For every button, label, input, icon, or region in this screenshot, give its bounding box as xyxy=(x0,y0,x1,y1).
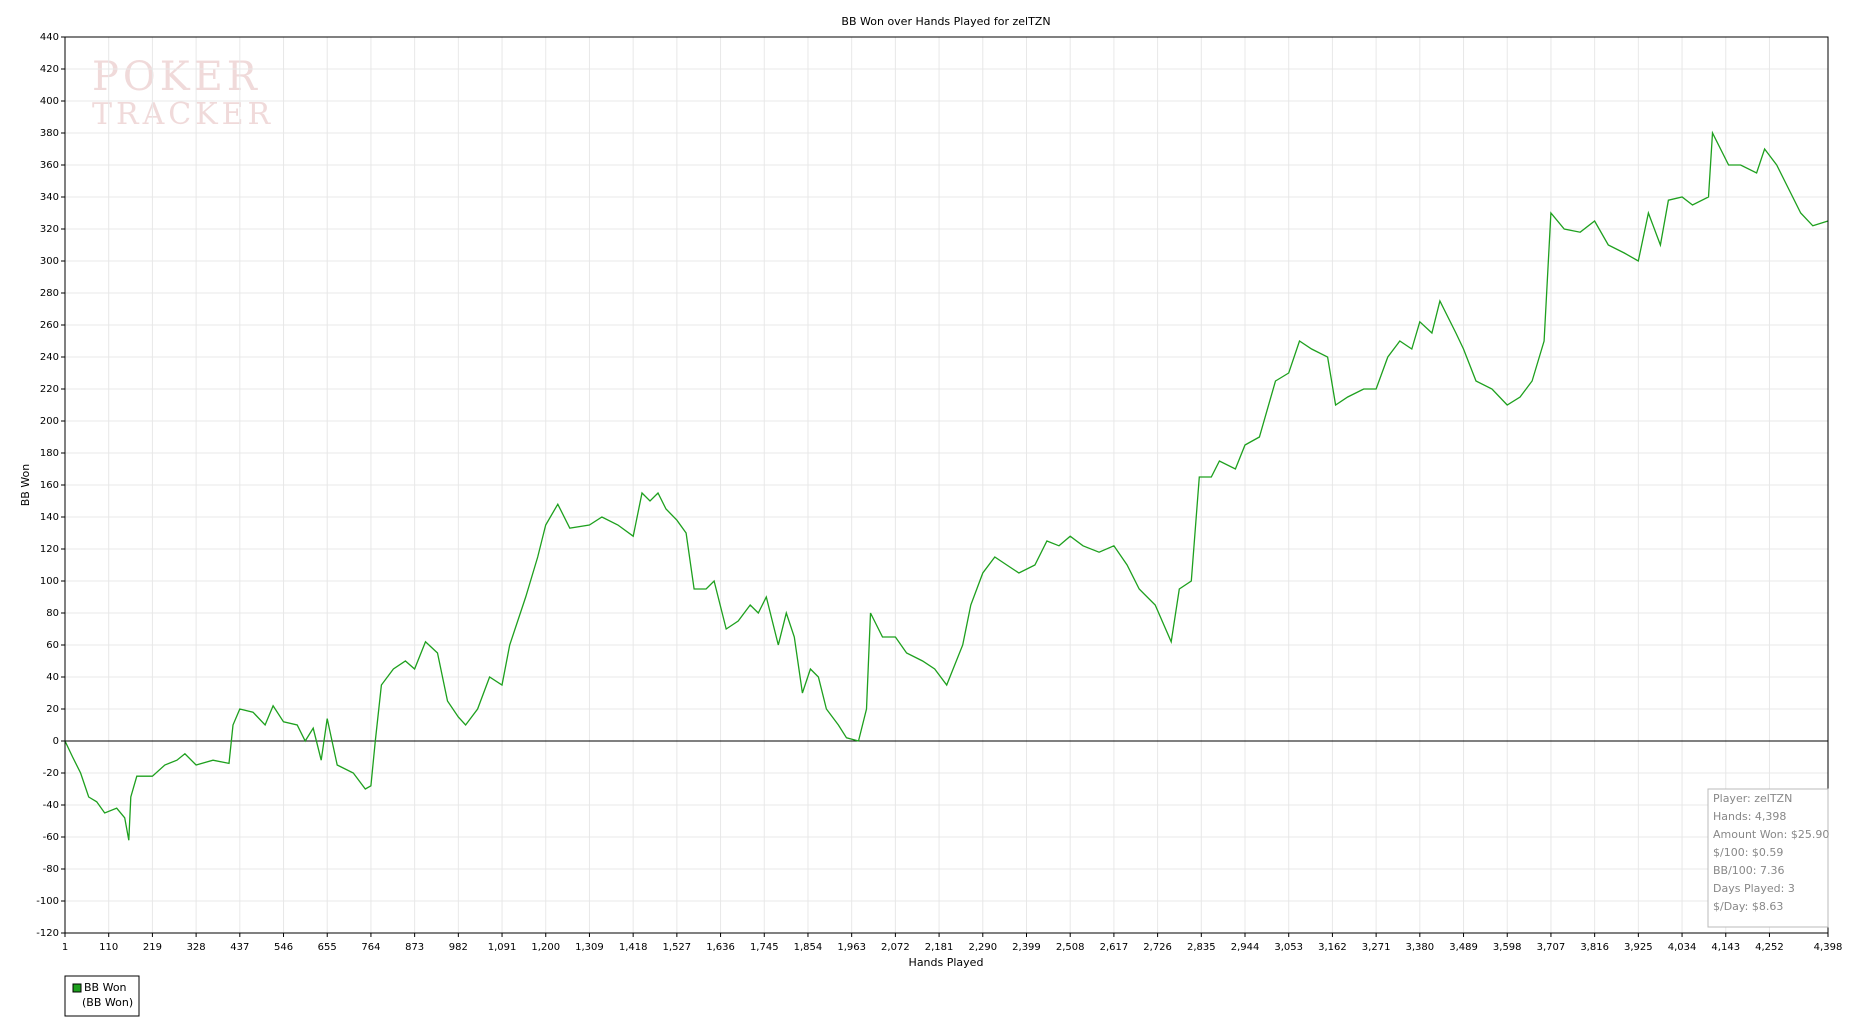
x-tick-label: 1,091 xyxy=(488,942,517,953)
x-tick-label: 2,944 xyxy=(1231,942,1260,953)
x-tick-label: 873 xyxy=(405,942,424,953)
legend-box xyxy=(64,975,140,1017)
info-line: $/100: $0.59 xyxy=(1713,846,1783,859)
x-tick-label: 1,527 xyxy=(663,942,692,953)
x-tick-label: 1,745 xyxy=(750,942,779,953)
y-tick-label: -80 xyxy=(43,864,59,875)
y-axis-label: BB Won xyxy=(19,464,32,507)
y-tick-label: -20 xyxy=(43,768,59,779)
chart-title: BB Won over Hands Played for zelTZN xyxy=(841,15,1050,28)
info-line: BB/100: 7.36 xyxy=(1713,864,1785,877)
x-tick-label: 2,399 xyxy=(1012,942,1041,953)
x-axis-label: Hands Played xyxy=(909,956,984,969)
info-line: Days Played: 3 xyxy=(1713,882,1795,895)
y-tick-label: 300 xyxy=(40,256,59,267)
watermark: POKER xyxy=(92,54,261,100)
y-tick-label: 120 xyxy=(40,544,59,555)
y-tick-label: 220 xyxy=(40,384,59,395)
y-tick-label: -100 xyxy=(36,896,59,907)
x-tick-label: 3,489 xyxy=(1449,942,1478,953)
legend-label: BB Won xyxy=(84,981,127,994)
x-tick-label: 1,963 xyxy=(837,942,866,953)
y-tick-label: -60 xyxy=(43,832,59,843)
x-tick-label: 2,835 xyxy=(1187,942,1216,953)
legend-swatch xyxy=(72,983,82,993)
x-tick-label: 4,398 xyxy=(1814,942,1843,953)
y-tick-label: 140 xyxy=(40,512,59,523)
y-tick-label: 400 xyxy=(40,96,59,107)
legend-note: (BB Won) xyxy=(82,996,133,1009)
x-tick-label: 1 xyxy=(62,942,68,953)
x-tick-label: 3,162 xyxy=(1318,942,1347,953)
x-tick-label: 1,418 xyxy=(619,942,648,953)
y-tick-label: 100 xyxy=(40,576,59,587)
x-tick-label: 1,200 xyxy=(531,942,560,953)
y-tick-label: 440 xyxy=(40,32,59,43)
x-tick-label: 546 xyxy=(274,942,293,953)
y-tick-label: -120 xyxy=(36,928,59,939)
x-tick-label: 219 xyxy=(143,942,162,953)
x-tick-label: 3,816 xyxy=(1580,942,1609,953)
y-tick-label: 0 xyxy=(53,736,59,747)
y-tick-label: 340 xyxy=(40,192,59,203)
x-tick-label: 2,072 xyxy=(881,942,910,953)
y-tick-label: 320 xyxy=(40,224,59,235)
y-tick-label: 380 xyxy=(40,128,59,139)
x-tick-label: 110 xyxy=(99,942,118,953)
y-tick-label: 260 xyxy=(40,320,59,331)
y-tick-label: 240 xyxy=(40,352,59,363)
y-tick-label: 280 xyxy=(40,288,59,299)
x-tick-label: 3,598 xyxy=(1493,942,1522,953)
x-tick-label: 2,181 xyxy=(925,942,954,953)
data-line xyxy=(64,130,1829,841)
y-tick-label: 60 xyxy=(46,640,59,651)
x-tick-label: 4,034 xyxy=(1668,942,1697,953)
y-tick-label: 80 xyxy=(46,608,59,619)
info-line: Hands: 4,398 xyxy=(1713,810,1786,823)
info-box: Player: zelTZN Hands: 4,398 Amount Won: $2… xyxy=(1707,788,1829,928)
info-line: Player: zelTZN xyxy=(1713,792,1792,805)
x-tick-label: 3,271 xyxy=(1362,942,1391,953)
info-frame xyxy=(1707,788,1829,928)
x-tick-label: 655 xyxy=(318,942,337,953)
x-tick-label: 1,309 xyxy=(575,942,604,953)
x-tick-label: 3,925 xyxy=(1624,942,1653,953)
y-tick-label: 40 xyxy=(46,672,59,683)
info-line: Amount Won: $25.90 xyxy=(1713,828,1829,841)
x-tick-label: 328 xyxy=(187,942,206,953)
x-tick-label: 2,617 xyxy=(1100,942,1129,953)
y-tick-label: 200 xyxy=(40,416,59,427)
x-tick-label: 437 xyxy=(230,942,249,953)
info-line: $/Day: $8.63 xyxy=(1713,900,1783,913)
x-tick-label: 1,854 xyxy=(794,942,823,953)
x-tick-label: 2,726 xyxy=(1143,942,1172,953)
y-tick-label: 420 xyxy=(40,64,59,75)
y-tick-label: 360 xyxy=(40,160,59,171)
x-tick-label: 3,380 xyxy=(1406,942,1435,953)
x-tick-label: 4,252 xyxy=(1755,942,1784,953)
y-tick-label: 160 xyxy=(40,480,59,491)
x-tick-label: 3,707 xyxy=(1537,942,1566,953)
x-tick-label: 3,053 xyxy=(1274,942,1303,953)
x-tick-label: 764 xyxy=(361,942,380,953)
y-tick-label: 20 xyxy=(46,704,59,715)
y-tick-label: 180 xyxy=(40,448,59,459)
x-tick-label: 1,636 xyxy=(706,942,735,953)
legend: BB Won (BB Won) xyxy=(64,975,140,1017)
x-tick-label: 2,290 xyxy=(968,942,997,953)
x-tick-label: 2,508 xyxy=(1056,942,1085,953)
watermark: TRACKER xyxy=(92,97,274,132)
y-tick-label: -40 xyxy=(43,800,59,811)
x-tick-label: 4,143 xyxy=(1711,942,1740,953)
x-tick-label: 982 xyxy=(449,942,468,953)
